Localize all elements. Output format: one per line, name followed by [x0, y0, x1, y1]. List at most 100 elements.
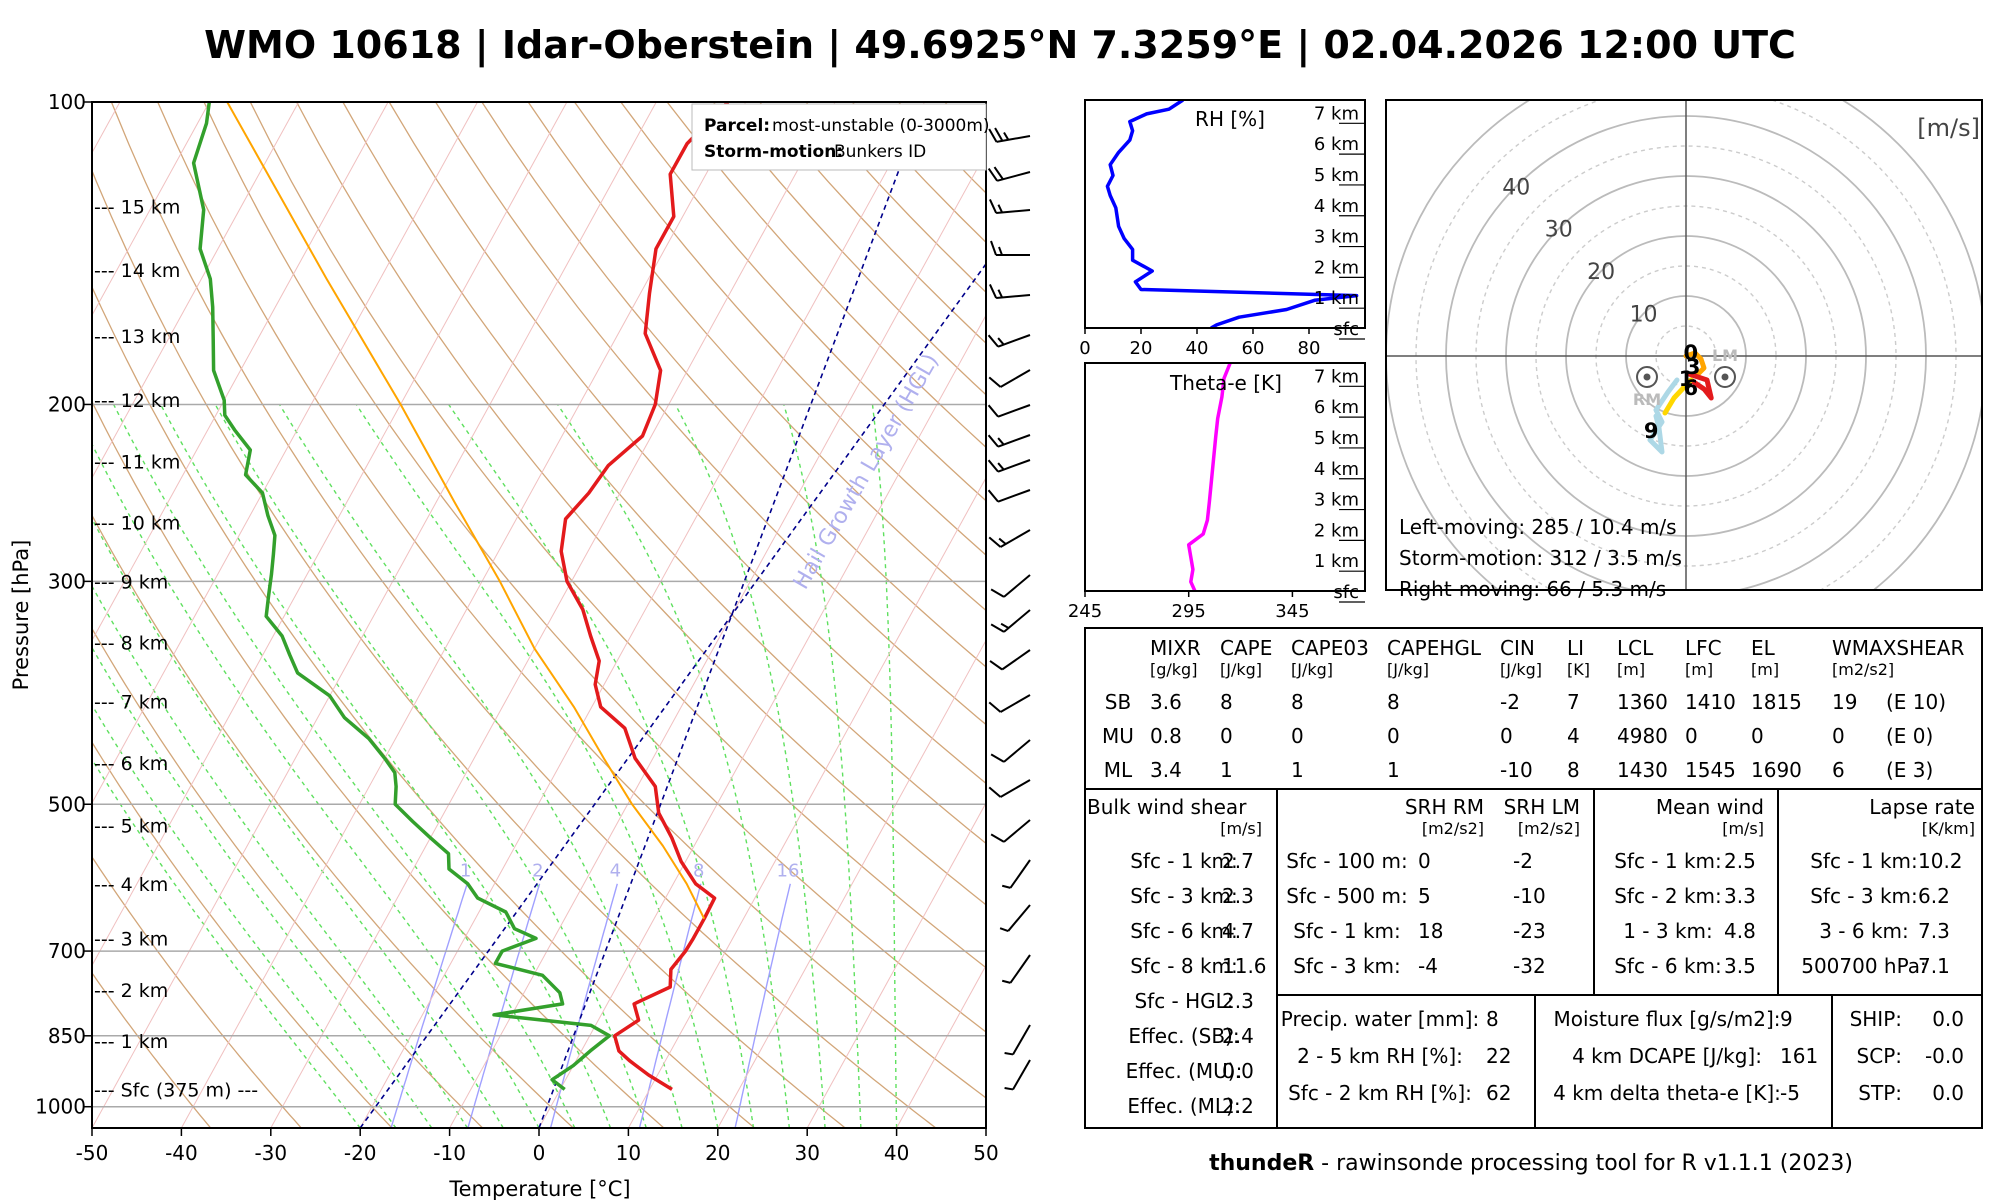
moist-adiabat: [674, 404, 826, 1128]
rh-axes: 0 20 40 60 80 7 km 6 km 5 km 4 km 3 km 2 km 1 km sfc: [1079, 103, 1365, 359]
y-tick-label: 1000: [35, 1095, 86, 1119]
table-cell: SCP:: [1857, 1044, 1902, 1068]
moist-adiabat: [355, 404, 719, 1128]
barb-staff: [1003, 739, 1031, 763]
barb-flag: [987, 489, 999, 503]
barb-half-flag: [998, 537, 1007, 545]
table-cell: 3.5: [1724, 954, 1756, 978]
table-cell: 0: [1220, 724, 1233, 748]
wind-barb: [990, 819, 1031, 843]
x-tick-label: 10: [616, 1141, 641, 1165]
table-cell: 8: [1567, 758, 1580, 782]
table-cell: 0: [1500, 724, 1513, 748]
barb-flag: [990, 588, 1005, 598]
y-tick-label: 700: [48, 939, 86, 963]
wind-barb: [1001, 859, 1031, 889]
skewt-background-lines: 1 2 4 8 16: [92, 102, 986, 1128]
height-label: --- 3 km: [94, 928, 168, 950]
wind-barb: [988, 127, 1031, 143]
table-cell: 2.3: [1222, 989, 1254, 1013]
table-cell: 0.0: [1222, 1059, 1254, 1083]
moist-adiabat: [871, 404, 898, 1128]
storm-marker-label: LM: [1712, 346, 1738, 365]
table-cell: LI: [1567, 636, 1584, 660]
panel-x-tick-label: 295: [1172, 601, 1206, 622]
table-cell: Sfc - 3 km:: [1810, 884, 1918, 908]
barb-half-flag: [1004, 1052, 1014, 1056]
table-cell: 1545: [1685, 758, 1736, 782]
barb-staff: [997, 404, 1031, 418]
barb-flag: [989, 284, 998, 299]
table-cell: 3.3: [1724, 884, 1756, 908]
table-cell: 0: [1832, 724, 1845, 748]
table-cell: Sfc - 6 km:: [1130, 919, 1238, 943]
table-cell: [m/s]: [1722, 819, 1764, 838]
table-cell: 1410: [1685, 690, 1736, 714]
table-cell: 7.1: [1918, 954, 1950, 978]
barb-flag: [990, 753, 1005, 763]
theta-e-axes: 245 295 345 7 km 6 km 5 km 4 km 3 km 2 km 1 km sfc: [1068, 366, 1365, 622]
table-cell: [J/kg]: [1500, 660, 1542, 679]
barb-flag: [988, 128, 998, 143]
table-cell: EL: [1751, 636, 1776, 660]
barb-staff: [1001, 649, 1031, 671]
table-cell: Sfc - 1 km:: [1293, 919, 1401, 943]
table-cell: 2 - 5 km RH [%]:: [1297, 1044, 1463, 1068]
isotherm: [270, 102, 836, 1128]
footer-rest: - rawinsonde processing tool for R v1.1.…: [1314, 1151, 1853, 1176]
barb-half-flag: [997, 289, 1004, 298]
table-cell: -32: [1513, 954, 1546, 978]
panel-height-label: 1 km: [1314, 551, 1359, 572]
table-cell: Sfc - 6 km:: [1614, 954, 1722, 978]
wind-barb: [999, 904, 1031, 932]
table-cell: 2.7: [1222, 849, 1254, 873]
hodograph-frame: [1385, 99, 1983, 591]
hodograph-height-label: 9: [1644, 419, 1659, 443]
series-temperature: [559, 102, 730, 1091]
y-tick-label: 200: [48, 392, 86, 416]
panel-height-label: 4 km: [1314, 196, 1359, 217]
moist-adiabat: [214, 404, 647, 1128]
x-tick-label: 40: [884, 1141, 909, 1165]
table-cell: [m]: [1751, 660, 1779, 679]
table-cell: -0.0: [1925, 1044, 1964, 1068]
wind-barb: [988, 779, 1031, 798]
table-cell: -2: [1513, 849, 1533, 873]
parameter-tables: MIXR[g/kg]CAPE[J/kg]CAPE03[J/kg]CAPEHGL[…: [1084, 627, 1983, 1129]
table-cell: CAPE: [1220, 636, 1272, 660]
mixing-ratio-label: 2: [532, 860, 543, 881]
table-cell: Sfc - HGL:: [1134, 989, 1233, 1013]
panel-height-label: sfc: [1333, 582, 1359, 603]
height-label: --- 11 km: [94, 452, 180, 474]
table-cell: CAPE03: [1291, 636, 1369, 660]
barb-flag: [989, 199, 998, 214]
table-cell: Sfc - 100 m:: [1286, 849, 1407, 873]
table-cell: SRH RM: [1405, 795, 1484, 819]
barb-flag: [990, 623, 1005, 633]
profile-line: [1186, 363, 1232, 591]
panel-height-label: 2 km: [1314, 257, 1359, 278]
skewt-profiles: [191, 102, 730, 1091]
panel-height-label: 6 km: [1314, 134, 1359, 155]
moist-adiabat: [92, 703, 397, 1128]
mixing-ratio-line: [638, 883, 702, 1128]
dry-adiabat: [342, 102, 986, 845]
mixing-ratio-label: 4: [610, 860, 621, 881]
wind-barb: [987, 166, 1031, 182]
moist-adiabat: [783, 404, 862, 1128]
barb-staff: [1012, 1024, 1031, 1055]
wind-barb: [990, 574, 1031, 598]
panel-x-tick-label: 20: [1130, 338, 1153, 359]
table-cell: 4.8: [1724, 919, 1756, 943]
hodograph-height-label: 3: [1686, 355, 1701, 379]
isotherm: [717, 639, 986, 1128]
table-cell: MU: [1102, 724, 1134, 748]
barb-flag: [994, 127, 1004, 142]
table-cell: 2.4: [1222, 1024, 1254, 1048]
height-label: --- 6 km: [94, 753, 168, 775]
table-cell: 4.7: [1222, 919, 1254, 943]
storm-marker-label: RM: [1633, 390, 1661, 409]
barb-flag: [987, 404, 999, 418]
panel-height-label: 4 km: [1314, 459, 1359, 480]
